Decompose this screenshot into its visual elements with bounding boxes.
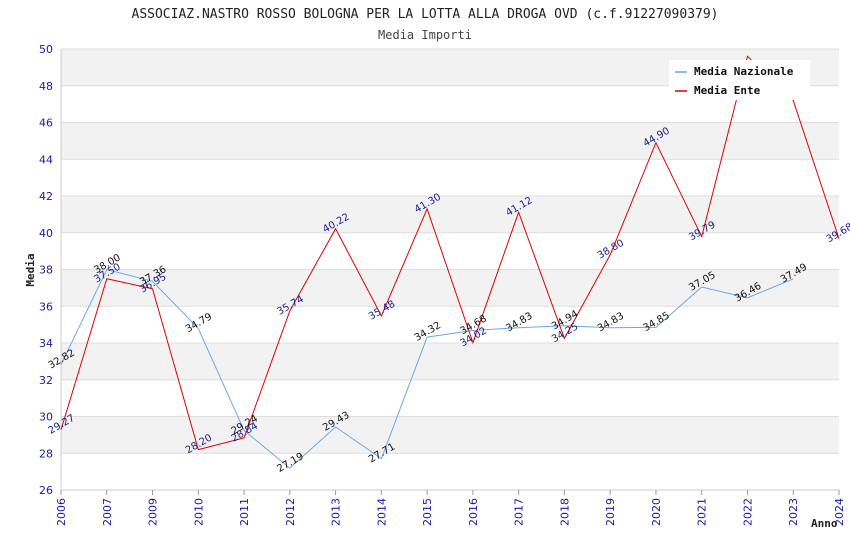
legend: Media Nazionale Media Ente xyxy=(669,60,810,100)
y-tick-label: 50 xyxy=(39,43,53,56)
legend-label-ente: Media Ente xyxy=(694,84,761,97)
x-tick-label: 2013 xyxy=(330,498,343,526)
x-tick-label: 2014 xyxy=(375,498,388,526)
x-tick-label: 2023 xyxy=(787,498,800,526)
legend-box xyxy=(669,60,810,100)
x-tick-label: 2010 xyxy=(192,498,205,526)
chart-subtitle: Media Importi xyxy=(378,28,472,42)
y-axis-ticks: 26 28 30 32 34 36 38 40 42 44 46 48 50 xyxy=(39,43,53,497)
x-tick-label: 2017 xyxy=(513,498,526,526)
y-tick-label: 36 xyxy=(39,300,53,313)
x-tick-label: 2009 xyxy=(147,498,160,526)
data-label: 34.85 xyxy=(642,310,672,334)
legend-label-nazionale: Media Nazionale xyxy=(694,65,794,78)
y-tick-label: 30 xyxy=(39,411,53,424)
data-label: 34.83 xyxy=(504,311,534,335)
series-line-nazionale xyxy=(60,268,794,469)
x-tick-label: 2007 xyxy=(101,498,114,526)
series-line-ente xyxy=(60,55,840,451)
grid-band xyxy=(61,196,839,233)
data-label: 34.79 xyxy=(184,311,214,335)
x-tick-label: 2022 xyxy=(741,498,754,526)
data-label: 34.83 xyxy=(596,311,626,335)
y-tick-label: 38 xyxy=(39,264,53,277)
x-axis-ticks: 2006 2007 2009 2010 2011 2012 2013 2014 2015 2016… xyxy=(55,498,846,526)
y-tick-label: 34 xyxy=(39,337,53,350)
grid-band xyxy=(61,122,839,160)
x-tick-label: 2024 xyxy=(833,498,846,526)
y-tick-label: 48 xyxy=(39,80,53,93)
series-lines xyxy=(60,55,840,469)
y-axis-label: Media xyxy=(24,253,37,286)
axes xyxy=(60,49,840,495)
x-tick-label: 2018 xyxy=(558,498,571,526)
y-tick-label: 26 xyxy=(39,484,53,497)
x-tick-label: 2019 xyxy=(604,498,617,526)
y-tick-label: 46 xyxy=(39,117,53,130)
grid-band xyxy=(61,343,839,380)
data-label: 38.80 xyxy=(596,238,626,262)
grid-band xyxy=(61,416,839,454)
y-tick-label: 40 xyxy=(39,227,53,240)
x-tick-label: 2016 xyxy=(467,498,480,526)
y-tick-label: 42 xyxy=(39,190,53,203)
x-tick-label: 2012 xyxy=(284,498,297,526)
y-tick-label: 32 xyxy=(39,374,53,387)
y-tick-label: 28 xyxy=(39,447,53,460)
x-tick-label: 2021 xyxy=(696,498,709,526)
grid-bands xyxy=(61,49,839,454)
x-tick-label: 2015 xyxy=(421,498,434,526)
x-tick-label: 2020 xyxy=(650,498,663,526)
grid-lines xyxy=(61,48,839,491)
chart-title: ASSOCIAZ.NASTRO ROSSO BOLOGNA PER LA LOT… xyxy=(132,7,719,22)
x-tick-label: 2011 xyxy=(238,498,251,526)
y-tick-label: 44 xyxy=(39,153,53,166)
x-tick-label: 2006 xyxy=(55,498,68,526)
data-label: 27.19 xyxy=(275,451,305,475)
data-label: 34.32 xyxy=(413,320,443,344)
x-axis-label: Anno xyxy=(811,517,838,530)
